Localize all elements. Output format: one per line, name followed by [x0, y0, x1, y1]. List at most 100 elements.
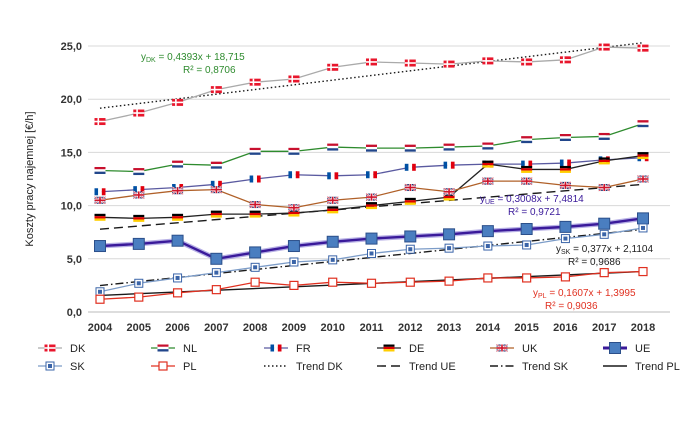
flag-stripe [327, 145, 339, 149]
flag-stripe [136, 186, 141, 194]
data-point [405, 277, 415, 287]
y-tick-label: 25,0 [61, 41, 82, 53]
flag-stripe [288, 171, 293, 179]
data-point [482, 57, 494, 65]
data-point [521, 165, 533, 173]
x-tick-label: 2008 [243, 322, 267, 334]
flag-stripe [172, 218, 184, 221]
marker-square [522, 273, 532, 283]
flag-stripe [253, 175, 257, 183]
flag-stripe [521, 160, 525, 168]
data-point [210, 252, 223, 265]
flag-stripe [408, 163, 413, 171]
legend-entry-trend-sk: Trend SK [490, 361, 569, 373]
data-point [638, 223, 648, 233]
marker-square [560, 272, 571, 282]
flag-stripe [524, 160, 529, 168]
data-point [559, 56, 571, 64]
x-tick-label: 2007 [204, 322, 228, 334]
data-point [249, 147, 261, 155]
marker-inner [447, 246, 452, 251]
marker-square [158, 361, 168, 371]
flag-stripe [288, 211, 300, 215]
legend-label: Trend UE [409, 361, 456, 373]
data-point [520, 223, 533, 236]
flag-stripe [598, 132, 610, 136]
flag-stripe [447, 161, 451, 169]
flag-stripe [140, 186, 145, 194]
legend-entry-trend-ue: Trend UE [377, 361, 456, 373]
marker-square [134, 292, 144, 302]
flag-cross-h [94, 120, 106, 123]
x-tick-label: 2004 [88, 322, 113, 334]
flag-stripe [210, 166, 222, 169]
data-point [366, 144, 377, 152]
flag-stripe [637, 120, 649, 123]
flag-stripe [133, 219, 145, 222]
data-point [210, 185, 223, 194]
data-point [444, 243, 454, 253]
legend-entry-nl: NL [151, 343, 197, 355]
flag-stripe [133, 172, 145, 176]
marker-inner [485, 244, 490, 249]
flag-stripe [295, 171, 300, 179]
data-point [134, 292, 144, 302]
legend-swatch-marker [158, 361, 168, 371]
data-point [288, 75, 300, 83]
flag-stripe [210, 215, 222, 218]
flag-stripe [559, 138, 571, 142]
x-tick-label: 2014 [476, 322, 501, 334]
marker-square [249, 246, 262, 259]
flag-stripe [598, 157, 610, 160]
data-point [250, 262, 260, 272]
data-point [328, 277, 338, 287]
flag-cross-h [521, 61, 533, 63]
flag-stripe [637, 152, 649, 155]
flag-stripe [98, 188, 102, 196]
legend-label: UK [522, 343, 538, 355]
data-point [326, 196, 339, 205]
marker-square [94, 240, 106, 253]
flag-stripe [521, 140, 533, 144]
x-tick-label: 2011 [360, 322, 384, 334]
data-point [287, 240, 300, 253]
flag-stripe [443, 145, 455, 149]
legend-label: FR [296, 343, 311, 355]
marker-square [559, 220, 572, 233]
series-de [94, 152, 649, 222]
flag-stripe [404, 197, 416, 201]
marker-inner [330, 257, 335, 262]
flag-stripe [598, 162, 610, 165]
marker-square [520, 223, 533, 236]
data-point [327, 143, 339, 151]
x-tick-label: 2017 [592, 322, 616, 334]
data-point [404, 183, 417, 192]
flag-cross-h [404, 62, 416, 64]
marker-inner [291, 259, 296, 264]
data-point [94, 188, 106, 196]
flag-stripe [482, 162, 494, 166]
trend-line-trend-dk [99, 42, 644, 109]
trend-line-trend-sk [99, 228, 644, 287]
data-point [443, 143, 455, 151]
legend-label: SK [70, 361, 85, 373]
flag-cross-h [327, 66, 339, 69]
flag-stripe [373, 171, 377, 179]
series-dk [94, 43, 649, 126]
flag-cross-h [133, 194, 145, 196]
flag-stripe [249, 147, 261, 151]
flag-stripe [277, 344, 282, 352]
legend-entry-uk: UK [490, 343, 538, 355]
marker-inner [602, 232, 607, 237]
x-tick-label: 2010 [320, 322, 344, 334]
data-point [134, 278, 144, 288]
flag-cross-h [366, 196, 377, 198]
flag-stripe [521, 165, 533, 169]
legend-label: PL [183, 361, 196, 373]
legend-entry-fr: FR [264, 343, 311, 355]
legend-entry-trend-dk: Trend DK [264, 361, 343, 373]
flag-stripe [172, 213, 184, 217]
marker-inner [641, 225, 645, 230]
gridlines [88, 45, 670, 313]
data-point [404, 230, 417, 243]
